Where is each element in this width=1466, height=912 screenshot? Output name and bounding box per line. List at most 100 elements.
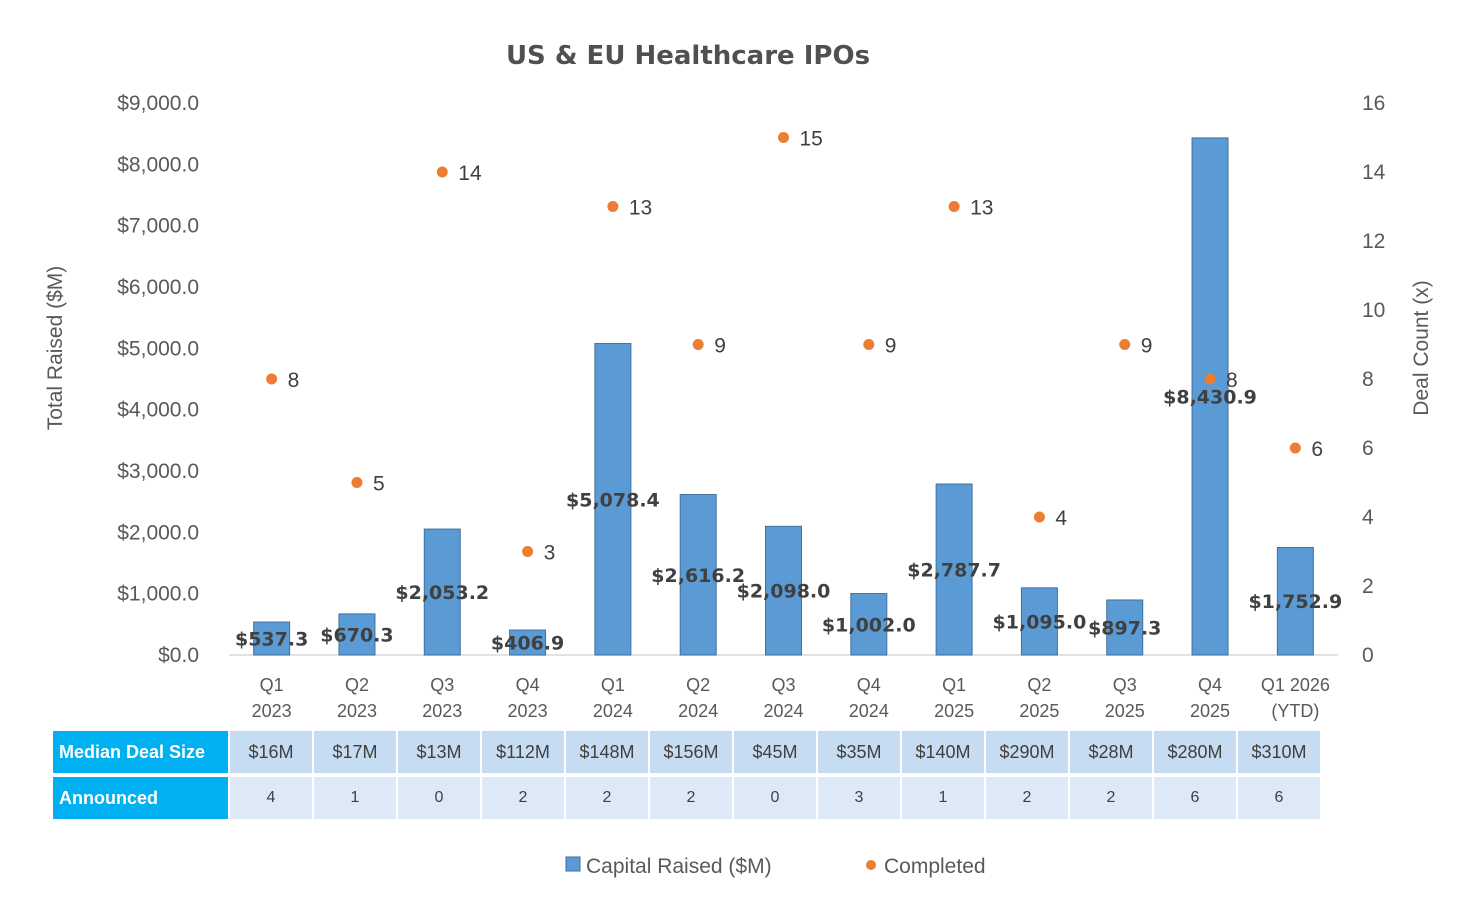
bar (935, 483, 973, 656)
bar-data-label: $670.3 (320, 624, 393, 646)
scatter-point (351, 477, 363, 488)
scatter-point (607, 201, 619, 212)
category-label-line1: Q1 2026 (1261, 675, 1330, 695)
category-label-line2: 2025 (1105, 701, 1145, 721)
table-cell: $148M (566, 731, 648, 777)
table-cell: 2 (482, 777, 564, 819)
category-label-line2: 2024 (763, 701, 803, 721)
y2-axis-ticks: 0 2 4 6 8 10 12 14 16 (1362, 92, 1386, 667)
y2-tick-label: 16 (1362, 92, 1385, 115)
table-cell: $140M (902, 731, 984, 777)
bar-data-label: $1,095.0 (993, 611, 1087, 633)
table-cell: 1 (314, 777, 396, 819)
y-axis-ticks: $0.0 $1,000.0 $2,000.0 $3,000.0 $4,000.0 $5,0… (117, 92, 199, 667)
scatter-data-label: 4 (1055, 507, 1067, 530)
table-cell: $156M (650, 731, 732, 777)
category-label-line1: Q2 (1027, 675, 1051, 695)
y-tick-label: $3,000.0 (117, 460, 199, 483)
table-cell: 1 (902, 777, 984, 819)
table-row: Median Deal Size $16M $17M $13M $112M $148M $1… (53, 731, 1320, 777)
scatter-data-label: 15 (800, 128, 823, 151)
category-label-line1: Q2 (686, 675, 710, 695)
bar-series (253, 137, 1314, 656)
scatter-point (1119, 339, 1131, 350)
table-cell: $28M (1070, 731, 1152, 777)
category-label-line1: Q4 (857, 675, 881, 695)
table-cell: $112M (482, 731, 564, 777)
category-label-line2: 2025 (934, 701, 974, 721)
table-cell: $290M (986, 731, 1068, 777)
bar (1276, 546, 1314, 656)
bar-data-label: $2,098.0 (737, 581, 831, 603)
table-cell: 6 (1154, 777, 1236, 819)
scatter-data-label: 13 (629, 197, 652, 220)
category-label-line2: 2024 (593, 701, 633, 721)
category-label-line1: Q1 (601, 675, 625, 695)
bar-data-label: $406.9 (491, 633, 564, 655)
bar (765, 525, 802, 656)
legend-completed-label: Completed (884, 855, 986, 878)
data-table: Median Deal Size $16M $17M $13M $112M $148M $1… (51, 731, 1322, 819)
table-cell: $16M (230, 731, 312, 777)
table-cell: 0 (398, 777, 480, 819)
bar (509, 629, 547, 656)
y-tick-label: $5,000.0 (117, 337, 199, 360)
scatter-data-label: 9 (885, 335, 897, 358)
category-label-line2: 2023 (337, 701, 377, 721)
table-cell: 2 (986, 777, 1068, 819)
scatter-point (1033, 511, 1045, 523)
bar-data-label: $2,053.2 (395, 582, 489, 604)
scatter-data-label: 13 (970, 197, 993, 220)
scatter-point (1289, 442, 1301, 454)
category-label-line2: 2025 (1019, 701, 1059, 721)
table-cell: 3 (818, 777, 900, 819)
legend: Capital Raised ($M) Completed (565, 855, 986, 878)
bar (1106, 599, 1144, 656)
scatter-series: 8 5 14 3 13 9 15 9 13 4 9 8 6 (266, 128, 1323, 565)
bar-data-labels: $537.3 $670.3$2,053.2 $406.9 $5,078.4 $2,616… (235, 386, 1342, 654)
legend-completed-marker (866, 860, 876, 870)
bar (1191, 137, 1229, 656)
scatter-point (522, 546, 534, 557)
table-cell: $35M (818, 731, 900, 777)
y2-tick-label: 2 (1362, 575, 1374, 598)
y-tick-label: $0.0 (158, 644, 199, 667)
y2-tick-label: 14 (1362, 161, 1386, 184)
category-label-line2: 2024 (678, 701, 718, 721)
category-label-line2: 2023 (252, 701, 292, 721)
table-cell: 0 (734, 777, 816, 819)
bar-data-label: $1,752.9 (1248, 591, 1342, 613)
category-label-line2: 2025 (1190, 701, 1230, 721)
legend-bar-swatch (565, 856, 581, 872)
scatter-point (1204, 373, 1216, 385)
table-row-header: Announced (53, 777, 228, 819)
y2-tick-label: 10 (1362, 299, 1385, 322)
category-label-line2: (YTD) (1271, 701, 1319, 721)
category-label-line1: Q4 (1198, 675, 1222, 695)
y2-tick-label: 12 (1362, 230, 1385, 253)
y-axis-title: Total Raised ($M) (44, 266, 67, 431)
y-tick-label: $1,000.0 (117, 583, 199, 606)
bar-data-label: $537.3 (235, 629, 308, 651)
table-cell: $13M (398, 731, 480, 777)
bar-data-label: $897.3 (1088, 617, 1161, 639)
table-row: Announced 4 1 0 2 2 2 0 3 1 2 2 6 6 (53, 777, 1320, 819)
scatter-data-label: 5 (373, 473, 385, 496)
scatter-data-label: 9 (714, 335, 726, 358)
category-label-line1: Q3 (430, 675, 454, 695)
y-tick-label: $6,000.0 (117, 276, 199, 299)
bar (253, 621, 291, 656)
table-cell: 2 (566, 777, 648, 819)
chart-title: US & EU Healthcare IPOs (506, 41, 870, 71)
table-cell: 6 (1238, 777, 1320, 819)
table-cell: $45M (734, 731, 816, 777)
bar-data-label: $1,002.0 (822, 614, 916, 636)
scatter-point (266, 373, 278, 385)
scatter-data-label: 9 (1141, 335, 1153, 358)
category-labels: Q1 2023 Q2 2023 Q3 2023 Q4 2023 Q1 2024 Q2 2024 Q3 20… (252, 675, 1330, 721)
bar-data-label: $2,787.7 (907, 560, 1001, 582)
y2-axis-title: Deal Count (x) (1410, 280, 1433, 415)
bar-data-label: $5,078.4 (566, 489, 660, 511)
y2-tick-label: 8 (1362, 368, 1374, 391)
